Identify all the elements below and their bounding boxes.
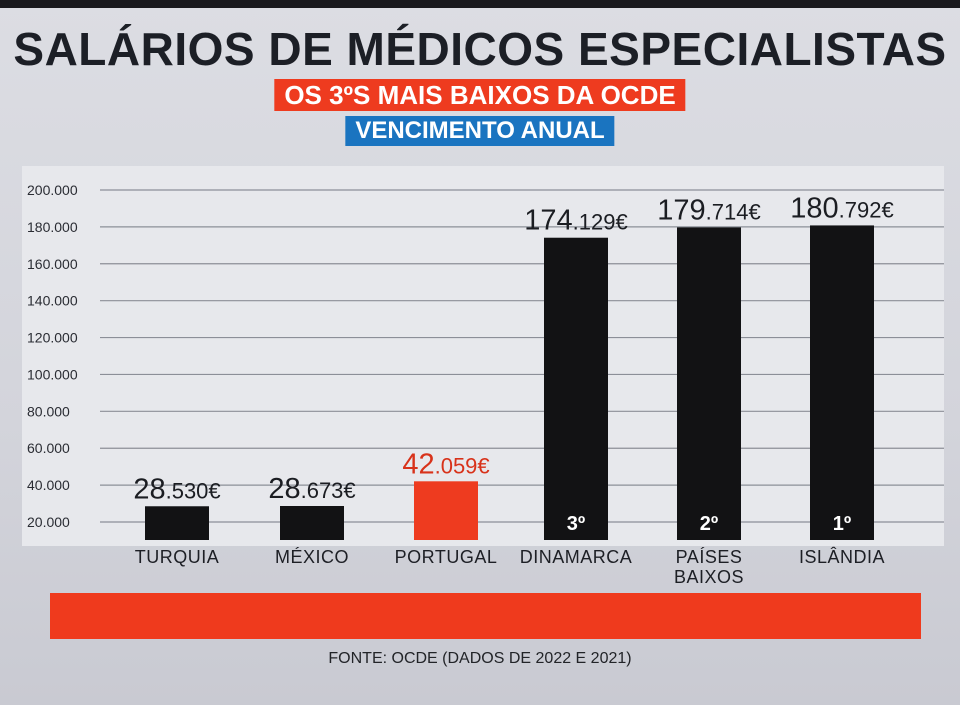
value-label: 28.673€ [268,473,355,505]
y-tick-label: 40.000 [27,477,70,493]
bar [280,506,344,540]
value-label: 179.714€ [657,194,760,226]
y-tick-label: 180.000 [27,219,78,235]
y-tick-label: 20.000 [27,514,70,530]
bar [677,227,741,541]
rank-label: 2º [700,513,718,535]
y-tick-label: 200.000 [27,182,78,198]
category-label: TURQUIA [135,547,220,567]
y-tick-label: 160.000 [27,256,78,272]
y-tick-label: 120.000 [27,330,78,346]
source-note: FONTE: OCDE (DADOS DE 2022 E 2021) [328,650,632,667]
rank-label: 1º [833,513,851,535]
value-label: 42.059€ [402,448,489,480]
rank-label: 3º [567,513,585,535]
subtitle-red-banner: OS 3ºS MAIS BAIXOS DA OCDE [274,79,686,111]
bar [544,237,608,540]
value-label: 28.530€ [133,473,220,505]
bar [810,225,874,540]
y-tick-label: 140.000 [27,293,78,309]
category-label: DINAMARCA [520,547,633,567]
bar-chart: 20.000 40.000 60.000 80.000 100.000 120.000 14… [27,182,944,587]
category-label: MÉXICO [275,547,349,567]
category-label: BAIXOS [674,567,744,587]
category-label: ISLÂNDIA [799,547,885,567]
value-label: 174.129€ [524,205,627,237]
bar [145,506,209,540]
bottom-red-bar [50,593,921,639]
y-tick-label: 60.000 [27,440,70,456]
bar [414,481,478,540]
y-tick-label: 80.000 [27,403,70,419]
chart-title: SALÁRIOS DE MÉDICOS ESPECIALISTAS [13,23,947,75]
category-label: PAÍSES [676,547,743,567]
chart-panel [22,166,944,546]
subtitle-blue-banner: VENCIMENTO ANUAL [345,116,615,146]
y-tick-label: 100.000 [27,366,78,382]
top-edge [0,0,960,8]
value-label: 180.792€ [790,192,893,224]
category-label: PORTUGAL [395,547,498,567]
